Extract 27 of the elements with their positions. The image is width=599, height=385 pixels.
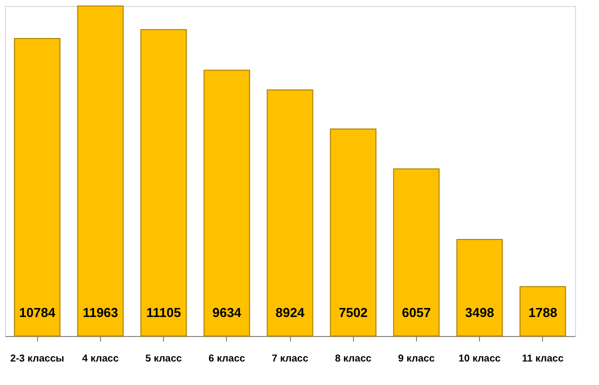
data-label: 6057 xyxy=(402,305,431,320)
bar xyxy=(140,29,187,336)
x-tick-label: 6 класс xyxy=(208,354,246,364)
x-tick-label: 5 класс xyxy=(145,354,182,364)
bar xyxy=(77,6,124,336)
bar xyxy=(393,168,440,336)
data-label: 10784 xyxy=(19,305,56,320)
data-label: 9634 xyxy=(212,305,242,320)
data-label: 8924 xyxy=(276,305,306,320)
bar xyxy=(330,128,376,336)
x-tick-label: 11 класс xyxy=(522,354,564,364)
bar xyxy=(266,89,314,336)
data-label: 1788 xyxy=(528,305,558,320)
x-tick-label: 10 класс xyxy=(458,354,502,364)
data-label: 11105 xyxy=(146,305,181,320)
bar xyxy=(14,38,60,336)
x-tick-label: 4 класс xyxy=(82,354,120,364)
x-tick-label: 7 класс xyxy=(272,354,309,364)
x-tick-label: 2-3 классы xyxy=(10,354,64,364)
x-tick-label: 8 класс xyxy=(334,354,372,364)
data-label: 3498 xyxy=(465,305,494,320)
bar xyxy=(204,70,250,336)
bar xyxy=(520,286,566,336)
x-tick-label: 9 класс xyxy=(398,354,436,364)
data-label: 7502 xyxy=(338,305,368,320)
bar xyxy=(456,239,503,336)
data-label: 11963 xyxy=(82,305,118,320)
